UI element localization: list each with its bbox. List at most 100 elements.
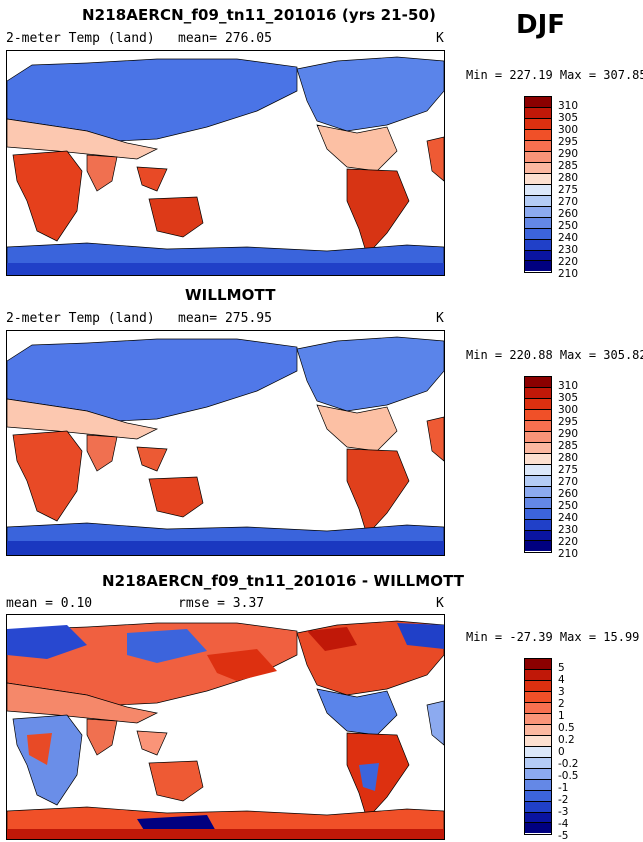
- panel-2-colorbar-swatch: [525, 377, 551, 388]
- panel-3-colorbar-swatch: [525, 681, 551, 692]
- panel-2-colorbar-labels: 310 305 300 295 290 285 280 275 270 260 …: [558, 380, 578, 560]
- panel-1-colorbar-swatch: [525, 240, 551, 251]
- colorbar-label: 220: [558, 536, 579, 548]
- panel-3-colorbar-swatch: [525, 659, 551, 670]
- colorbar-label: 300: [558, 124, 579, 136]
- colorbar-label: 285: [558, 440, 579, 452]
- colorbar-label: -0.5: [558, 770, 579, 782]
- colorbar-label: 2: [558, 698, 565, 710]
- colorbar-label: 260: [558, 488, 579, 500]
- colorbar-label: 290: [558, 148, 579, 160]
- panel-1-colorbar-swatch: [525, 97, 551, 108]
- panel-1-colorbar-swatch: [525, 108, 551, 119]
- panel-3-title: N218AERCN_f09_tn11_201016 - WILLMOTT: [102, 572, 465, 590]
- northern-landmass: [7, 336, 444, 452]
- panel-1-colorbar-swatch: [525, 185, 551, 196]
- colorbar-label: 270: [558, 196, 579, 208]
- panel-2-colorbar-swatch: [525, 476, 551, 487]
- panel-2-colorbar-swatch: [525, 443, 551, 454]
- colorbar-label: 240: [558, 512, 579, 524]
- antarctica: [7, 806, 444, 839]
- panel-2-colorbar-swatch: [525, 432, 551, 443]
- panel-1-colorbar-swatch: [525, 152, 551, 163]
- panel-3-colorbar-swatch: [525, 780, 551, 791]
- panel-3-mean-label: mean = 0.10: [6, 596, 93, 611]
- panel-2-colorbar-swatch: [525, 498, 551, 509]
- colorbar-label: 230: [558, 244, 579, 256]
- colorbar-label: 280: [558, 452, 579, 464]
- panel-1-colorbar-swatch: [525, 196, 551, 207]
- colorbar-label: 1: [558, 710, 565, 722]
- southern-landmass: [12, 416, 444, 536]
- colorbar-label: 295: [558, 416, 579, 428]
- colorbar-label: 0.2: [558, 734, 575, 746]
- antarctica: [7, 242, 444, 275]
- panel-1-colorbar-swatch: [525, 261, 551, 271]
- panel-1-colorbar-swatch: [525, 174, 551, 185]
- colorbar-label: 300: [558, 404, 579, 416]
- panel-2-colorbar-swatch: [525, 454, 551, 465]
- colorbar-label: -3: [558, 806, 569, 818]
- colorbar-label: 295: [558, 136, 579, 148]
- panel-2-map-plot: [7, 336, 444, 555]
- antarctica: [7, 522, 444, 555]
- panel-1-colorbar-swatch: [525, 251, 551, 261]
- colorbar-label: 250: [558, 220, 579, 232]
- panel-2-colorbar-swatch: [525, 421, 551, 432]
- panel-1-colorbar-swatch: [525, 207, 551, 218]
- panel-2-mean-label: mean= 275.95: [178, 311, 272, 326]
- panel-1-colorbar-swatch: [525, 119, 551, 130]
- panel-3-colorbar: [524, 658, 552, 835]
- colorbar-label: 270: [558, 476, 579, 488]
- colorbar-label: 210: [558, 268, 579, 280]
- panel-1-map-plot: [7, 56, 444, 275]
- panel-1-colorbar-swatch: [525, 130, 551, 141]
- panel-2-colorbar-swatch: [525, 410, 551, 421]
- colorbar-label: 250: [558, 500, 579, 512]
- panel-3-map: [6, 614, 445, 840]
- panel-1-minmax: Min = 227.19 Max = 307.85: [466, 68, 643, 82]
- colorbar-label: 285: [558, 160, 579, 172]
- panel-2-map: [6, 330, 445, 556]
- colorbar-label: 280: [558, 172, 579, 184]
- season-label: DJF: [516, 10, 566, 40]
- panel-1-mean-label: mean= 276.05: [178, 31, 272, 46]
- panel-3-colorbar-swatch: [525, 758, 551, 769]
- panel-3-colorbar-swatch: [525, 769, 551, 780]
- panel-1-colorbar-swatch: [525, 229, 551, 240]
- panel-3-colorbar-swatch: [525, 703, 551, 714]
- panel-3-units: K: [436, 596, 444, 611]
- colorbar-label: 4: [558, 674, 565, 686]
- panel-1-colorbar-swatch: [525, 141, 551, 152]
- panel-2-colorbar-swatch: [525, 399, 551, 410]
- panel-2-units: K: [436, 311, 444, 326]
- colorbar-label: 220: [558, 256, 579, 268]
- panel-3-colorbar-swatch: [525, 714, 551, 725]
- panel-1-title: N218AERCN_f09_tn11_201016 (yrs 21-50): [82, 6, 437, 24]
- panel-2-colorbar: [524, 376, 552, 553]
- panel-3-colorbar-swatch: [525, 791, 551, 802]
- panel-1-map: [6, 50, 445, 276]
- colorbar-label: 240: [558, 232, 579, 244]
- colorbar-label: 0.5: [558, 722, 575, 734]
- panel-3-colorbar-swatch: [525, 725, 551, 736]
- panel-1-colorbar-labels: 310 305 300 295 290 285 280 275 270 260 …: [558, 100, 578, 280]
- panel-1-units: K: [436, 31, 444, 46]
- panel-2-title: WILLMOTT: [185, 286, 276, 304]
- panel-3-colorbar-swatch: [525, 670, 551, 681]
- colorbar-label: 210: [558, 548, 579, 560]
- panel-2-minmax: Min = 220.88 Max = 305.82: [466, 348, 643, 362]
- panel-3-colorbar-swatch: [525, 802, 551, 813]
- colorbar-label: -2: [558, 794, 569, 806]
- panel-1-colorbar-swatch: [525, 218, 551, 229]
- northern-landmass: [7, 620, 444, 736]
- colorbar-label: 260: [558, 208, 579, 220]
- colorbar-label: 310: [558, 100, 579, 112]
- colorbar-label: 290: [558, 428, 579, 440]
- colorbar-label: 275: [558, 464, 579, 476]
- colorbar-label: 230: [558, 524, 579, 536]
- panel-2-colorbar-swatch: [525, 487, 551, 498]
- panel-2-colorbar-swatch: [525, 388, 551, 399]
- colorbar-label: 275: [558, 184, 579, 196]
- colorbar-label: -5: [558, 830, 569, 842]
